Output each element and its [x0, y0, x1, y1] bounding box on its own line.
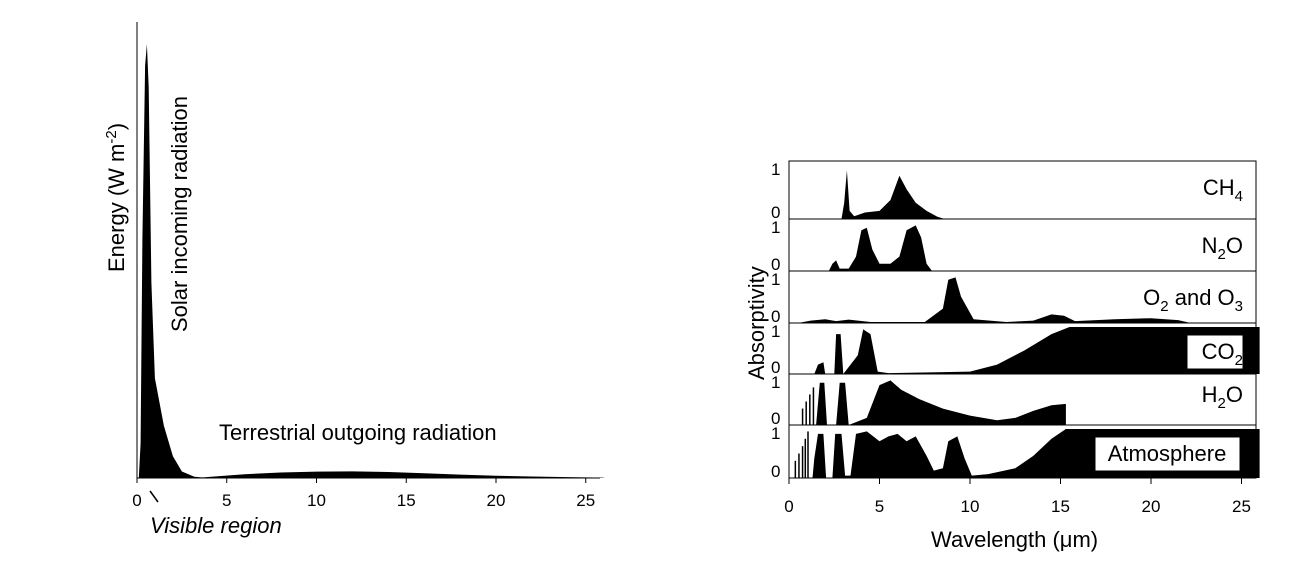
panel-y-tick-label: 1 [771, 373, 780, 392]
panel-label-1: CH4 [1203, 175, 1243, 205]
terrestrial-annotation: Terrestrial outgoing radiation [219, 420, 497, 445]
panel-y-tick-label: 1 [771, 218, 780, 237]
solar-annotation: Solar incoming radiation [167, 96, 192, 332]
right-x-tick-label: 20 [1142, 497, 1161, 516]
right-x-axis-label: Wavelength (μm) [931, 527, 1098, 552]
panel-y-tick-label: 1 [771, 424, 780, 443]
left-x-tick-label: 15 [397, 491, 416, 510]
panel-y-tick-label: 0 [771, 307, 780, 326]
right-y-axis-label: Absorptivity [744, 266, 769, 380]
left-x-tick-label: 25 [576, 491, 595, 510]
left-x-tick-label: 0 [132, 491, 141, 510]
panel-label-atmosphere: Atmosphere [1108, 441, 1227, 466]
atmosphere-label-box [1094, 436, 1241, 472]
left-series-area-1 [138, 44, 209, 478]
left-series-area-2 [194, 471, 604, 478]
panel-y-tick-label: 0 [771, 255, 780, 274]
panel-y-tick-label: 0 [771, 462, 780, 481]
panel-y-tick-label: 1 [771, 322, 780, 341]
visible-region-marker [149, 490, 159, 503]
panel-y-tick-label: 0 [771, 409, 780, 428]
panel-area [798, 277, 1191, 323]
right-x-tick-label: 25 [1232, 497, 1251, 516]
co2-label-box [1186, 334, 1244, 370]
left-series-group [138, 44, 604, 478]
panel-area [828, 225, 932, 271]
visible-region-label: Visible region [150, 513, 282, 538]
panel-label-2: N2O [1202, 233, 1243, 263]
right-x-tick-group: 0 5 10 15 20 25 [784, 478, 1251, 516]
panel-label-4: CO2 [1202, 339, 1243, 369]
left-x-tick-group: 0 5 10 15 20 25 [132, 478, 595, 510]
left-chart: 0 5 10 15 20 25 Energy (W m-2) Solar incoming… [103, 22, 604, 538]
left-y-axis-label: Energy (W m-2) [103, 123, 129, 272]
panel-y-tick-label: 1 [771, 270, 780, 289]
panel-frame [788, 160, 1257, 220]
panel-area [816, 380, 1066, 425]
left-x-tick-label: 5 [222, 491, 231, 510]
right-x-tick-label: 0 [784, 497, 793, 516]
panel-area [841, 170, 945, 219]
left-x-tick-label: 20 [487, 491, 506, 510]
right-x-tick-label: 10 [961, 497, 980, 516]
left-x-tick-label: 10 [307, 491, 326, 510]
panel-label-3: O2 and O3 [1143, 285, 1243, 315]
panel-label-5: H2O [1202, 382, 1243, 412]
right-x-tick-label: 5 [875, 497, 884, 516]
panel-y-tick-label: 0 [771, 203, 780, 222]
panel-y-tick-label: 0 [771, 358, 780, 377]
panel-y-tick-label: 1 [771, 160, 780, 179]
right-x-tick-label: 15 [1051, 497, 1070, 516]
panel-area [814, 327, 1260, 374]
